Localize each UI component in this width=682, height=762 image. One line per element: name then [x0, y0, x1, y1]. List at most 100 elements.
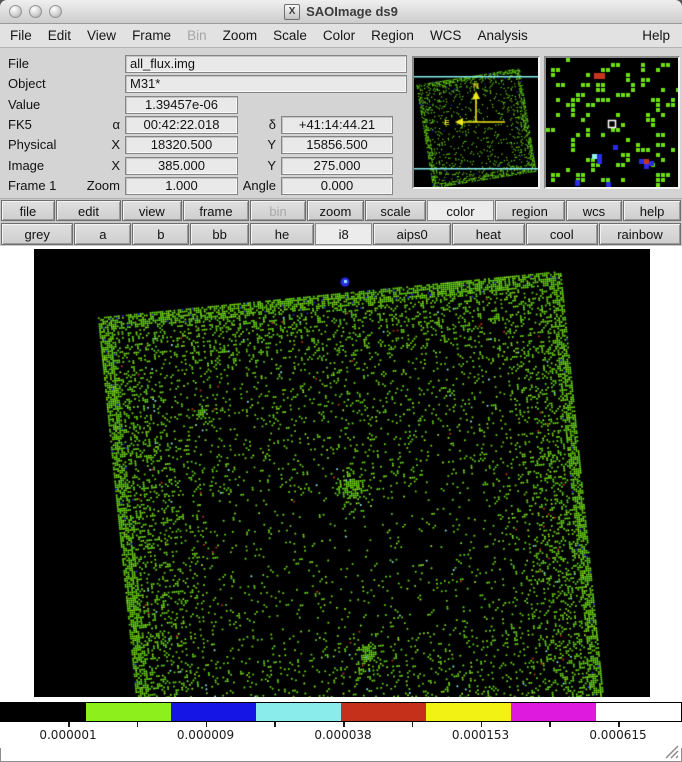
menu-bin: Bin: [187, 28, 207, 43]
x11-app-icon: X: [284, 3, 301, 20]
menu-bar: File Edit View Frame Bin Zoom Scale Colo…: [0, 24, 682, 48]
ra-value: 00:42:22.018: [125, 116, 238, 134]
titlebar: X SAOImage ds9: [0, 0, 682, 24]
toolbar-zoom-button[interactable]: zoom: [306, 200, 364, 221]
colorbar-segment: [596, 703, 681, 721]
toolbar-edit-button[interactable]: edit: [55, 200, 122, 221]
colorbar-tick: [411, 722, 414, 727]
toolbar-wcs-button[interactable]: wcs: [565, 200, 623, 221]
image-y-value: 275.000: [281, 157, 393, 175]
colorbar-tick-label: 0.000615: [589, 728, 647, 742]
window-title: SAOImage ds9: [306, 4, 398, 19]
fk5-label: FK5: [8, 117, 32, 132]
colormap-rainbow-button[interactable]: rainbow: [598, 223, 682, 245]
toolbar-view-button[interactable]: view: [122, 200, 182, 221]
frame-label: Frame 1: [8, 178, 57, 193]
colormap-he-button[interactable]: he: [249, 223, 315, 245]
menu-region[interactable]: Region: [371, 28, 414, 43]
toolbar-scale-button[interactable]: scale: [364, 200, 427, 221]
colorbar-scale: 0.000001 0.000009 0.000038 0.000153 0.000615: [0, 722, 682, 748]
colorbar-segment: [341, 703, 426, 721]
physical-label: Physical: [8, 137, 57, 152]
menu-help[interactable]: Help: [642, 28, 670, 43]
zoom-window-button[interactable]: [49, 5, 62, 18]
colormap-a-button[interactable]: a: [74, 223, 132, 245]
close-button[interactable]: [9, 5, 22, 18]
toolbar-help-button[interactable]: help: [623, 200, 681, 221]
colormap-cool-button[interactable]: cool: [525, 223, 598, 245]
pixel-value: 1.39457e-06: [125, 96, 238, 114]
colorbar-tick: [205, 722, 207, 727]
menu-color[interactable]: Color: [322, 28, 356, 43]
panner-canvas[interactable]: [414, 58, 538, 187]
angle-label: Angle: [242, 178, 276, 193]
physical-x-value: 18320.500: [125, 136, 238, 154]
image-x-value: 385.000: [125, 157, 238, 175]
info-row-image: Image X 385.000 Y 275.000: [0, 157, 412, 175]
minimize-button[interactable]: [29, 5, 42, 18]
object-label: Object: [8, 76, 46, 91]
toolbar-color-button[interactable]: color: [427, 200, 494, 221]
colorbar-segment: [171, 703, 256, 721]
zoom-label: Zoom: [86, 178, 120, 193]
colorbar-tick: [480, 722, 482, 727]
menu-wcs[interactable]: WCS: [429, 28, 462, 43]
physical-y-label: Y: [267, 137, 276, 152]
colormap-bb-button[interactable]: bb: [190, 223, 249, 245]
main-image-canvas[interactable]: [34, 249, 650, 697]
info-row-value: Value 1.39457e-06: [0, 96, 412, 114]
title-wrap: X SAOImage ds9: [0, 0, 682, 23]
info-row-fk5: FK5 α 00:42:22.018 δ +41:14:44.21: [0, 116, 412, 134]
toolbar-region-button[interactable]: region: [494, 200, 565, 221]
colormap-b-button[interactable]: b: [132, 223, 190, 245]
image-label: Image: [8, 158, 45, 173]
colorbar-tick: [549, 722, 551, 727]
colormap-heat-button[interactable]: heat: [452, 223, 525, 245]
file-value: all_flux.img: [125, 55, 407, 73]
menu-view[interactable]: View: [87, 28, 117, 43]
menu-file[interactable]: File: [10, 28, 32, 43]
colorbar-tick: [68, 722, 70, 727]
colorbar-tick-label: 0.000153: [451, 728, 510, 742]
colorbar-tick-label: 0.000009: [176, 728, 235, 742]
menu-analysis[interactable]: Analysis: [477, 28, 528, 43]
colorbar-tick: [618, 722, 620, 727]
window-controls: [9, 5, 62, 18]
info-row-frame: Frame 1 Zoom 1.000 Angle 0.000: [0, 177, 412, 195]
toolbar-categories: file edit view frame bin zoom scale colo…: [0, 198, 682, 222]
menu-scale[interactable]: Scale: [273, 28, 307, 43]
colorbar-tick-label: 0.000001: [39, 728, 97, 742]
colorbar-segment: [1, 703, 86, 721]
info-panel: File all_flux.img Object M31* Value 1.39…: [0, 48, 682, 198]
angle-value: 0.000: [281, 177, 393, 195]
colorbar-tick: [136, 722, 139, 727]
colorbar-tick: [274, 722, 276, 727]
magnifier-canvas: [546, 58, 678, 187]
toolbar-frame-button[interactable]: frame: [182, 200, 250, 221]
file-label: File: [8, 56, 29, 71]
colormap-i8-button[interactable]: i8: [315, 223, 373, 245]
colorbar-segment: [511, 703, 596, 721]
menu-frame[interactable]: Frame: [132, 28, 172, 43]
info-row-file: File all_flux.img: [0, 55, 412, 73]
zoom-value: 1.000: [125, 177, 238, 195]
colorbar[interactable]: [0, 702, 682, 722]
menu-zoom[interactable]: Zoom: [222, 28, 258, 43]
physical-y-value: 15856.500: [281, 136, 393, 154]
menu-edit[interactable]: Edit: [47, 28, 72, 43]
toolbar-colormaps: grey a b bb he i8 aips0 heat cool rainbo…: [0, 222, 682, 246]
info-row-object: Object M31*: [0, 75, 412, 93]
resize-grip[interactable]: [663, 743, 679, 759]
colorbar-segment: [86, 703, 171, 721]
alpha-label: α: [112, 117, 120, 132]
image-y-label: Y: [267, 158, 276, 173]
image-area: [0, 246, 682, 702]
toolbar-bin-button: bin: [250, 200, 306, 221]
colormap-grey-button[interactable]: grey: [1, 223, 74, 245]
colormap-aips0-button[interactable]: aips0: [373, 223, 452, 245]
colorbar-segment: [426, 703, 511, 721]
panner[interactable]: [412, 56, 540, 189]
toolbar-file-button[interactable]: file: [1, 200, 55, 221]
object-value: M31*: [125, 75, 407, 93]
